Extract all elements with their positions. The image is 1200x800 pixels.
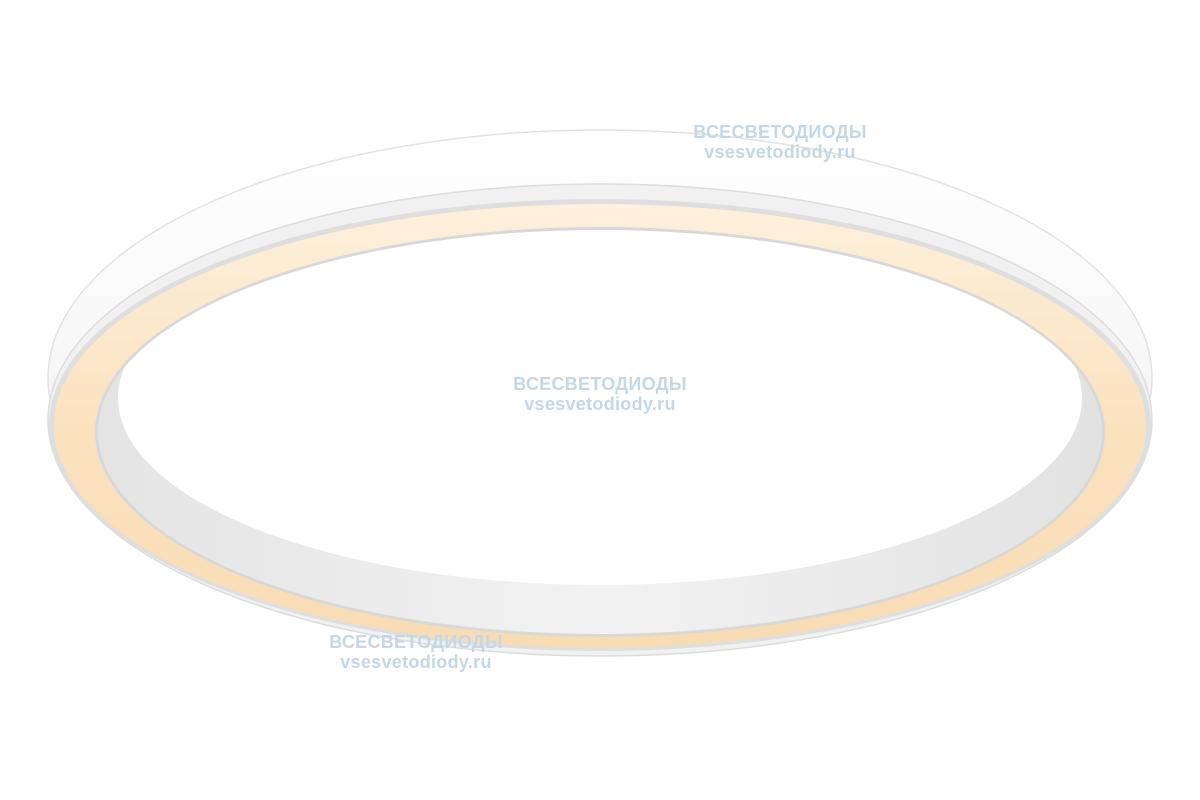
watermark: ВСЕСВЕТОДИОДЫ vsesvetodiody.ru: [316, 632, 516, 672]
watermark-title: ВСЕСВЕТОДИОДЫ: [513, 374, 687, 394]
watermark-url: vsesvetodiody.ru: [704, 142, 856, 162]
watermark: ВСЕСВЕТОДИОДЫ vsesvetodiody.ru: [500, 374, 700, 414]
watermark-title: ВСЕСВЕТОДИОДЫ: [329, 632, 503, 652]
watermark-title: ВСЕСВЕТОДИОДЫ: [693, 122, 867, 142]
watermark-url: vsesvetodiody.ru: [340, 652, 492, 672]
watermark-url: vsesvetodiody.ru: [524, 394, 676, 414]
ring-opening: [118, 230, 1082, 585]
watermark: ВСЕСВЕТОДИОДЫ vsesvetodiody.ru: [680, 122, 880, 162]
